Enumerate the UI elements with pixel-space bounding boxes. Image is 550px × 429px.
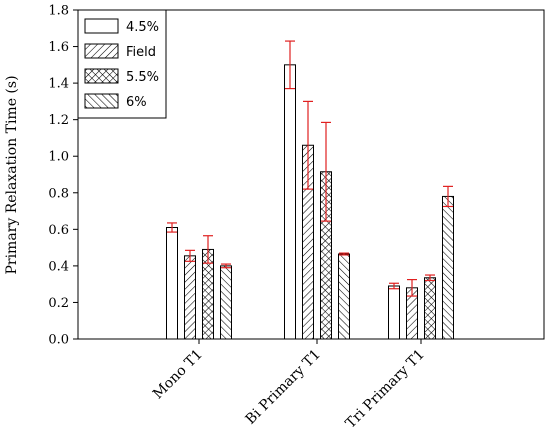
bar <box>166 227 178 340</box>
legend-label: Field <box>126 45 156 60</box>
x-tick-label: Mono T1 <box>150 347 206 403</box>
legend-swatch <box>84 93 119 109</box>
bar <box>442 195 454 340</box>
bars <box>166 64 454 340</box>
x-axis: Mono T1 Bi Primary T1 Tri Primary T1 <box>150 339 428 429</box>
y-tick-label: 0.6 <box>48 223 69 238</box>
legend-swatch <box>84 43 119 59</box>
y-tick-label: 1.4 <box>48 77 69 92</box>
y-tick-label: 1.2 <box>48 113 69 128</box>
bar <box>388 285 400 340</box>
legend: 4.5% Field 5.5% 6% <box>77 9 167 119</box>
bar <box>424 277 436 340</box>
legend-label: 6% <box>126 95 147 110</box>
y-axis-title: Primary Relaxation Time (s) <box>4 75 20 274</box>
y-tick-label: 0.4 <box>48 259 69 274</box>
legend-label: 5.5% <box>126 70 159 85</box>
x-tick-label: Tri Primary T1 <box>343 347 428 429</box>
x-tick-label: Bi Primary T1 <box>243 347 324 428</box>
error-bars <box>167 40 453 297</box>
y-tick-label: 1.6 <box>48 40 69 55</box>
y-axis: 0.0 0.2 0.4 0.6 0.8 1.0 1.2 1.4 1.6 1.8 <box>48 4 78 348</box>
legend-swatch <box>84 68 119 84</box>
y-tick-label: 1.8 <box>48 4 69 19</box>
bar <box>184 255 196 340</box>
legend-swatch <box>84 18 119 34</box>
bar <box>284 64 296 340</box>
bar <box>338 253 350 340</box>
y-tick-label: 1.0 <box>48 150 69 165</box>
bar <box>220 265 232 340</box>
y-tick-label: 0.2 <box>48 296 69 311</box>
y-tick-label: 0.0 <box>48 333 69 348</box>
legend-label: 4.5% <box>126 20 159 35</box>
y-tick-label: 0.8 <box>48 186 69 201</box>
